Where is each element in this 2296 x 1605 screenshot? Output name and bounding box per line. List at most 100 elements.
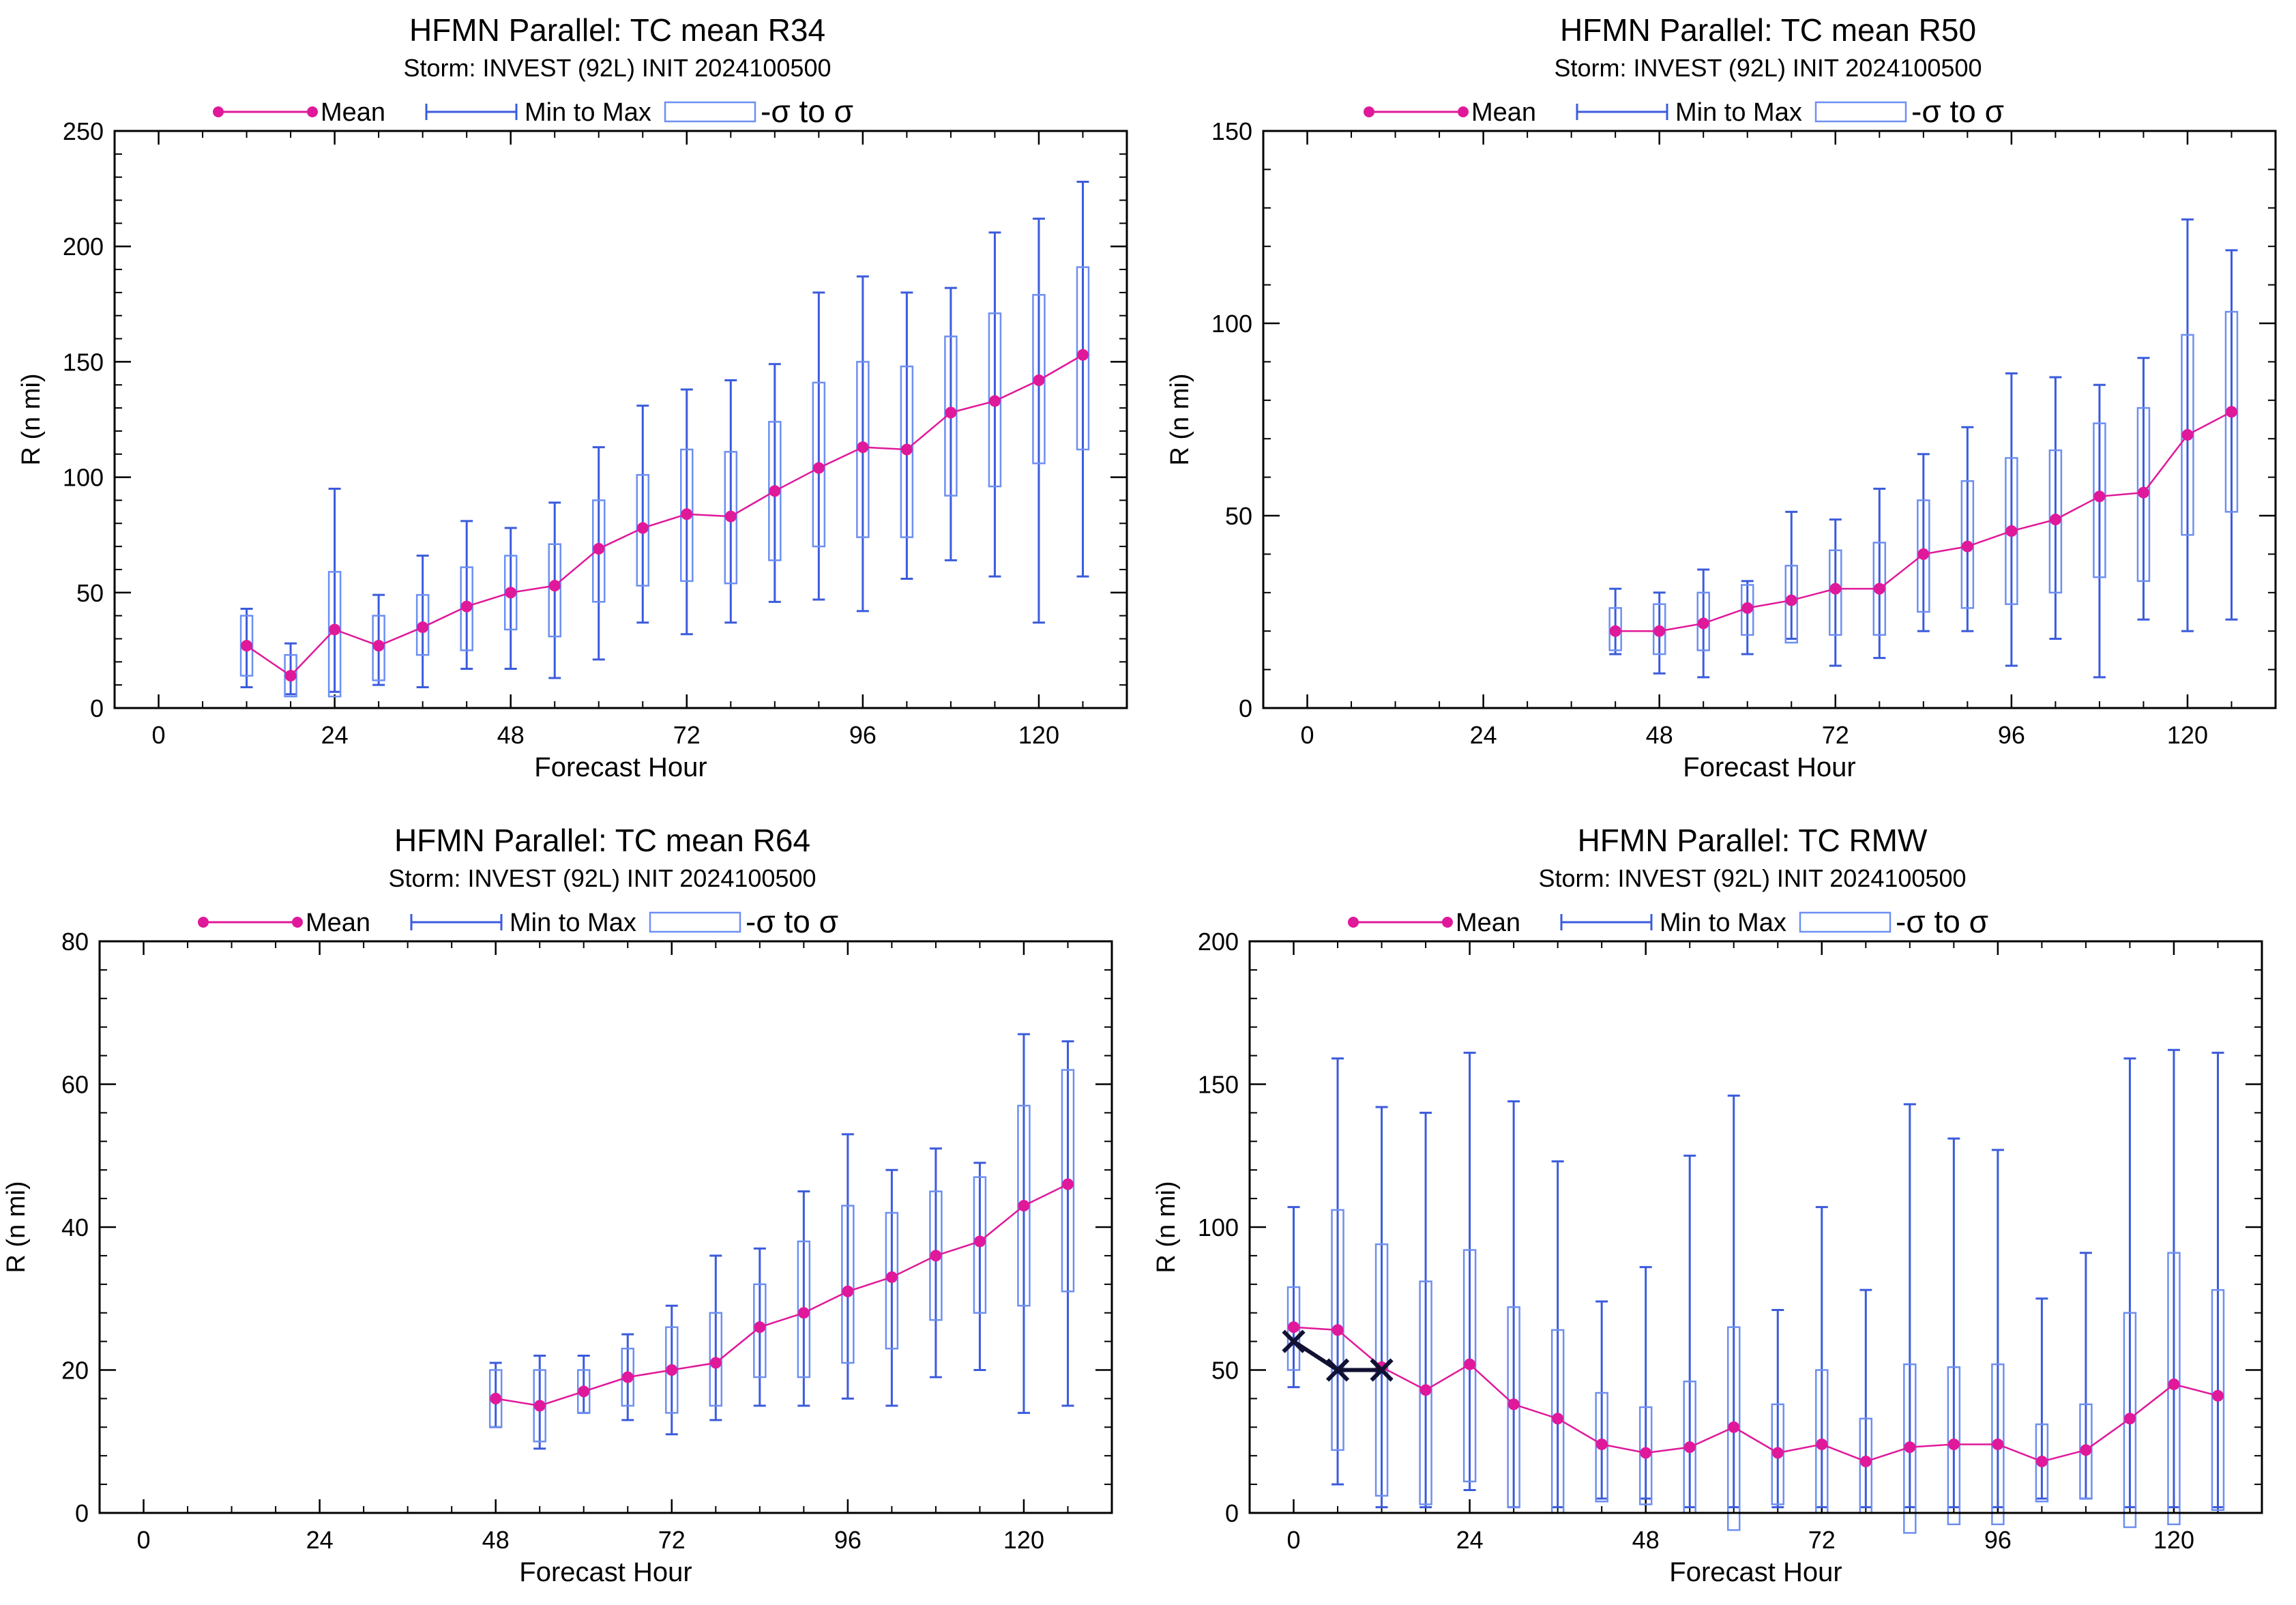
sigma-box bbox=[1286, 1286, 1301, 1371]
legend-sigma-label: -σ to σ bbox=[746, 904, 838, 939]
y-tick-label: 50 bbox=[1211, 1357, 1239, 1385]
x-tick-label: 48 bbox=[482, 1526, 510, 1554]
sigma-box bbox=[1726, 1326, 1741, 1531]
chart-subtitle: Storm: INVEST (92L) INIT 2024100500 bbox=[1555, 54, 1982, 82]
x-tick-label: 120 bbox=[2153, 1526, 2194, 1554]
mean-point bbox=[988, 395, 1001, 407]
sigma-box bbox=[724, 451, 738, 585]
mean-point bbox=[1728, 1421, 1740, 1433]
legend-mean-label: Mean bbox=[1471, 98, 1536, 127]
sigma-box bbox=[841, 1205, 855, 1364]
x-axis: 0 24 48 72 96 120 Forecast Hour bbox=[152, 131, 1084, 782]
mean-point bbox=[2123, 1413, 2136, 1425]
mean-point bbox=[636, 522, 649, 534]
mean-point bbox=[548, 580, 561, 592]
mean-point bbox=[666, 1364, 678, 1376]
sigma-box bbox=[944, 335, 958, 497]
y-tick-label: 250 bbox=[63, 117, 104, 145]
mean-point bbox=[797, 1307, 810, 1319]
mean-line bbox=[495, 1183, 1069, 1407]
mean-point bbox=[1640, 1447, 1652, 1459]
sigma-box bbox=[2035, 1423, 2049, 1503]
sigma-box bbox=[1061, 1069, 1075, 1293]
y-tick-label: 20 bbox=[61, 1357, 89, 1385]
legend-sigma-box bbox=[1799, 911, 1892, 933]
mean-point bbox=[930, 1250, 942, 1262]
legend-mean-label: Mean bbox=[321, 98, 385, 127]
mean-point bbox=[1061, 1178, 1074, 1190]
sigma-box bbox=[548, 543, 561, 638]
mean-point bbox=[621, 1371, 634, 1383]
mean-point bbox=[1829, 583, 1842, 595]
legend-sigma-box bbox=[649, 911, 741, 933]
x-axis: 0 24 48 72 96 120 Forecast Hour bbox=[1287, 941, 2219, 1587]
mean-point bbox=[1595, 1438, 1608, 1450]
y-axis-label: R (n mi) bbox=[1152, 1181, 1181, 1273]
y-tick-label: 150 bbox=[1211, 117, 1252, 145]
x-tick-label: 96 bbox=[834, 1526, 862, 1554]
x-tick-label: 0 bbox=[152, 721, 166, 749]
chart-panel-1: HFMN Parallel: TC mean R34 Storm: INVEST … bbox=[17, 12, 1128, 782]
y-axis: 0 50 100 150 R (n mi) bbox=[1166, 117, 2276, 722]
y-tick-label: 0 bbox=[75, 1499, 89, 1527]
mean-point bbox=[1507, 1398, 1520, 1411]
mean-point bbox=[681, 508, 693, 520]
x-tick-label: 120 bbox=[1003, 1526, 1044, 1554]
chart-legend: Mean Min to Max -σ to σ bbox=[1364, 93, 2004, 129]
legend-minmax-label: Min to Max bbox=[1660, 909, 1786, 937]
sigma-box bbox=[753, 1283, 767, 1379]
mean-point bbox=[1552, 1413, 1564, 1425]
mean-point bbox=[1033, 374, 1045, 386]
sigma-box bbox=[1595, 1392, 1608, 1503]
x-tick-label: 24 bbox=[1456, 1526, 1484, 1554]
y-tick-label: 0 bbox=[1225, 1499, 1239, 1527]
sigma-box bbox=[709, 1312, 723, 1407]
mean-point bbox=[593, 543, 605, 555]
legend-sigma-label: -σ to σ bbox=[1896, 904, 1988, 939]
chart-title: HFMN Parallel: TC mean R34 bbox=[409, 12, 825, 48]
mean-point bbox=[1771, 1447, 1784, 1459]
chart-panel-4: HFMN Parallel: TC RMW Storm: INVEST (92L)… bbox=[1152, 823, 2263, 1587]
mean-point bbox=[709, 1357, 722, 1369]
mean-point bbox=[2093, 490, 2106, 503]
mean-point bbox=[1419, 1384, 1432, 1396]
mean-point bbox=[1873, 583, 1885, 595]
x-tick-label: 72 bbox=[673, 721, 701, 749]
y-tick-label: 50 bbox=[1225, 502, 1252, 530]
legend-sigma-box bbox=[1814, 101, 1907, 123]
sigma-box bbox=[327, 571, 342, 698]
plot-frame bbox=[113, 130, 1128, 709]
legend-mean-marker bbox=[1442, 917, 1453, 928]
y-tick-label: 0 bbox=[90, 694, 104, 722]
sigma-box bbox=[2136, 407, 2151, 583]
x-tick-label: 72 bbox=[1808, 1526, 1836, 1554]
legend-mean-marker bbox=[1364, 106, 1374, 117]
y-tick-label: 60 bbox=[61, 1071, 89, 1099]
x-tick-label: 72 bbox=[1822, 721, 1849, 749]
x-tick-label: 0 bbox=[1287, 1526, 1301, 1554]
x-tick-label: 120 bbox=[1018, 721, 1059, 749]
y-tick-label: 150 bbox=[63, 348, 104, 376]
y-axis-label: R (n mi) bbox=[1166, 373, 1194, 465]
sigma-box bbox=[1652, 603, 1666, 656]
mean-point bbox=[1464, 1358, 1476, 1370]
sigma-box bbox=[885, 1211, 899, 1350]
sigma-box bbox=[1462, 1249, 1477, 1483]
y-axis: 0 20 40 60 80 R (n mi) bbox=[2, 928, 1112, 1527]
sigma-box bbox=[2211, 1289, 2225, 1512]
mean-point bbox=[754, 1321, 766, 1334]
mean-point bbox=[812, 462, 825, 474]
y-tick-label: 40 bbox=[61, 1213, 89, 1241]
x-axis-label: Forecast Hour bbox=[1669, 1557, 1842, 1587]
sigma-box bbox=[1784, 565, 1799, 644]
mean-point bbox=[973, 1235, 986, 1248]
legend-mean-label: Mean bbox=[306, 909, 370, 937]
mean-point bbox=[1741, 602, 1754, 614]
sigma-box bbox=[1608, 607, 1622, 651]
sigma-box bbox=[1507, 1306, 1520, 1508]
mean-point bbox=[1816, 1438, 1828, 1450]
sigma-box bbox=[1771, 1403, 1785, 1505]
y-tick-label: 200 bbox=[63, 233, 104, 261]
